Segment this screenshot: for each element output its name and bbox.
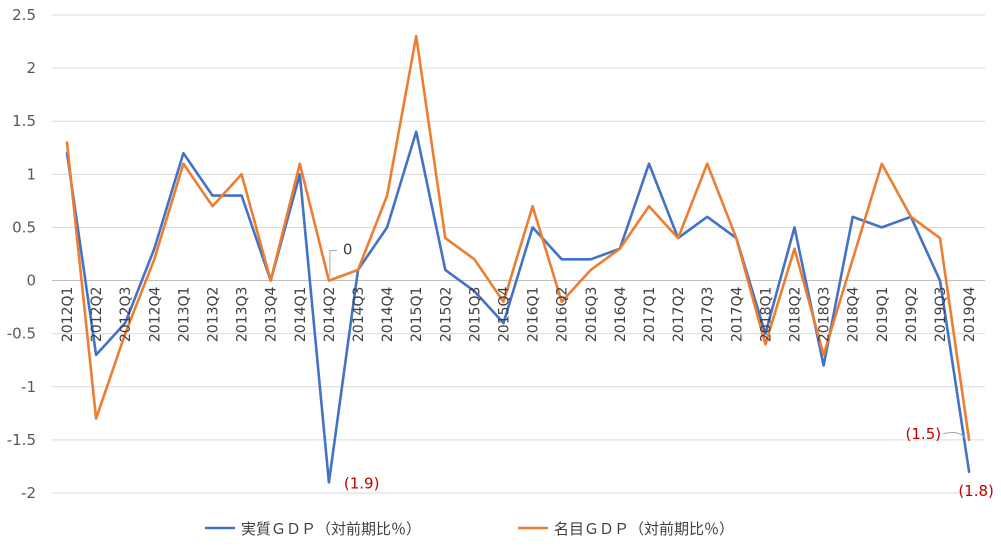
annotation-leader-line bbox=[942, 432, 966, 439]
y-axis-tick-labels: -2 -1.5 -1 -0.5 0 0.5 1 1.5 2 2.5 bbox=[7, 6, 36, 502]
annotation-label: (1.9) bbox=[344, 474, 380, 492]
x-tick-label: 2014Q2 bbox=[322, 287, 338, 343]
data-annotations: 0 (1.9) (1.5) (1.8) bbox=[329, 241, 994, 500]
x-tick-label: 2018Q1 bbox=[758, 287, 774, 343]
x-tick-label: 2012Q1 bbox=[60, 287, 76, 343]
annotation-label: 0 bbox=[343, 241, 353, 259]
x-tick-label: 2013Q4 bbox=[264, 286, 280, 342]
legend-label: 実質ＧＤＰ（対前期比％） bbox=[241, 520, 421, 538]
x-tick-label: 2019Q2 bbox=[904, 287, 920, 343]
y-tick-label: 0 bbox=[26, 272, 36, 290]
y-tick-label: 1.5 bbox=[12, 112, 36, 130]
x-tick-label: 2019Q3 bbox=[933, 287, 949, 343]
x-tick-label: 2014Q1 bbox=[293, 287, 309, 343]
annotation-leader-line bbox=[329, 250, 337, 277]
y-tick-label: -0.5 bbox=[7, 325, 36, 343]
series-line-real-gdp bbox=[65, 130, 971, 484]
y-tick-label: 2.5 bbox=[12, 6, 36, 24]
x-tick-label: 2016Q1 bbox=[526, 287, 542, 343]
y-tick-label: -1.5 bbox=[7, 431, 36, 449]
x-tick-label: 2013Q3 bbox=[235, 287, 251, 343]
x-tick-label: 2015Q2 bbox=[438, 287, 454, 343]
x-tick-label: 2016Q3 bbox=[584, 287, 600, 343]
annotation-label: (1.5) bbox=[906, 425, 942, 443]
x-tick-label: 2012Q3 bbox=[118, 287, 134, 343]
x-tick-label: 2019Q4 bbox=[962, 286, 978, 342]
y-tick-label: 0.5 bbox=[12, 218, 36, 236]
x-axis-tick-labels: 2012Q1 2012Q2 2012Q3 2012Q4 2013Q1 2013Q2 2013… bbox=[60, 286, 978, 342]
x-tick-label: 2014Q4 bbox=[380, 286, 396, 342]
x-tick-label: 2017Q4 bbox=[729, 286, 745, 342]
series-line-nominal-gdp bbox=[65, 34, 971, 442]
x-tick-label: 2013Q1 bbox=[176, 287, 192, 343]
x-tick-label: 2018Q4 bbox=[846, 286, 862, 342]
x-tick-label: 2015Q4 bbox=[497, 286, 513, 342]
x-tick-label: 2012Q2 bbox=[89, 287, 105, 343]
x-tick-label: 2018Q3 bbox=[817, 287, 833, 343]
x-tick-label: 2012Q4 bbox=[147, 286, 163, 342]
x-tick-label: 2019Q1 bbox=[875, 287, 891, 343]
legend: 実質ＧＤＰ（対前期比％） 名目ＧＤＰ（対前期比％） bbox=[205, 520, 734, 538]
x-tick-label: 2017Q3 bbox=[700, 287, 716, 343]
legend-label: 名目ＧＤＰ（対前期比％） bbox=[554, 520, 734, 538]
y-tick-label: -2 bbox=[21, 484, 36, 502]
x-tick-label: 2017Q1 bbox=[642, 287, 658, 343]
x-tick-label: 2013Q2 bbox=[206, 287, 222, 343]
x-tick-label: 2014Q3 bbox=[351, 287, 367, 343]
x-tick-label: 2018Q2 bbox=[788, 287, 804, 343]
y-tick-label: 2 bbox=[26, 59, 36, 77]
x-tick-label: 2017Q2 bbox=[671, 287, 687, 343]
series-lines bbox=[65, 34, 971, 484]
annotation-label: (1.8) bbox=[958, 482, 994, 500]
x-tick-label: 2016Q2 bbox=[555, 287, 571, 343]
x-tick-label: 2015Q1 bbox=[409, 287, 425, 343]
x-tick-label: 2015Q3 bbox=[467, 287, 483, 343]
y-tick-label: -1 bbox=[21, 378, 36, 396]
y-tick-label: 1 bbox=[26, 165, 36, 183]
x-tick-label: 2016Q4 bbox=[613, 286, 629, 342]
